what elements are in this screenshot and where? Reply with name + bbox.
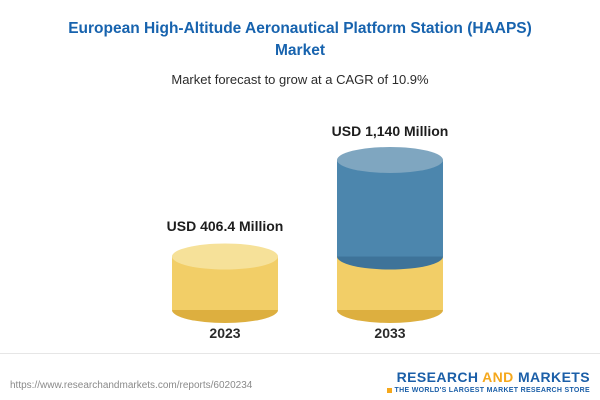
logo-word-research: RESEARCH <box>396 369 483 385</box>
cylinder-2033 <box>337 147 443 323</box>
logo-word-and: AND <box>482 369 514 385</box>
research-and-markets-logo: RESEARCH AND MARKETS THE WORLD'S LARGEST… <box>386 369 590 394</box>
value-label-2023: USD 406.4 Million <box>166 218 284 234</box>
logo-wordmark: RESEARCH AND MARKETS <box>387 369 590 385</box>
page-title-line2: Market <box>275 42 325 60</box>
logo-square-icon <box>386 387 392 393</box>
footer: https://www.researchandmarkets.com/repor… <box>0 353 600 400</box>
axis-label-2023: 2023 <box>209 325 241 341</box>
page-title-line1: European High-Altitude Aeronautical Plat… <box>68 20 532 37</box>
cylinder-2023 <box>172 243 278 323</box>
logo-tagline: THE WORLD'S LARGEST MARKET RESEARCH STOR… <box>386 387 590 394</box>
logo-word-markets: MARKETS <box>513 369 590 385</box>
logo-tagline-text: THE WORLD'S LARGEST MARKET RESEARCH STOR… <box>394 387 590 394</box>
chart-subtitle: Market forecast to grow at a CAGR of 10.… <box>171 71 429 87</box>
report-url-link[interactable]: https://www.researchandmarkets.com/repor… <box>10 380 253 391</box>
value-label-2033: USD 1,140 Million <box>331 123 449 139</box>
axis-label-2033: 2033 <box>374 325 406 341</box>
chart-canvas <box>172 147 443 323</box>
page-title: European High-Altitude Aeronautical Plat… <box>0 18 600 63</box>
